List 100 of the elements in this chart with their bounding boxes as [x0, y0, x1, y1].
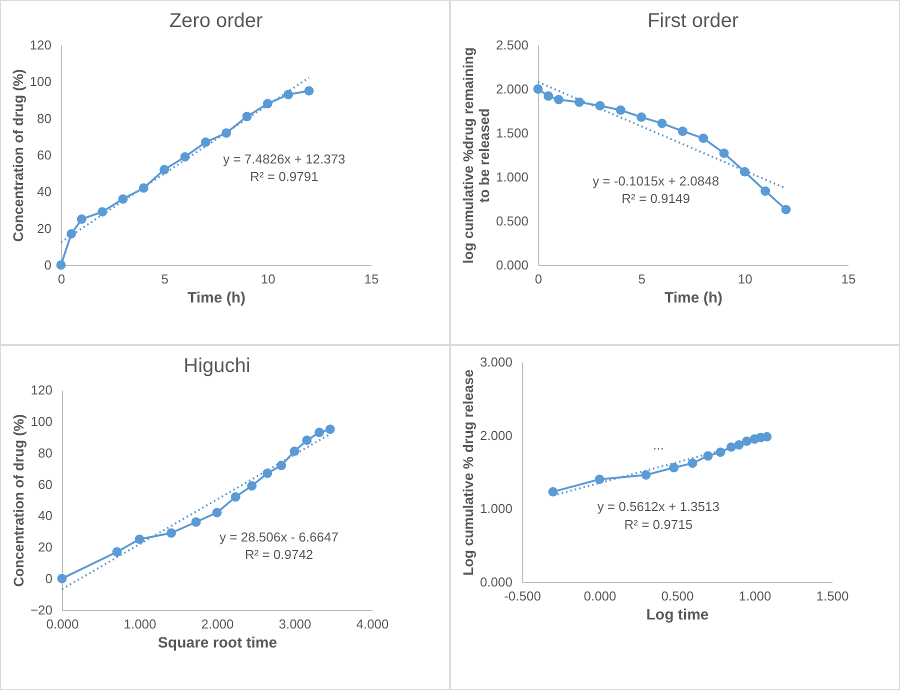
x-tick-label: 1.000 [124, 616, 156, 632]
annotation: R² = 0.9742 [244, 547, 314, 562]
y-tick-label: 20 [37, 220, 52, 236]
point [548, 487, 558, 497]
chart-title: First order [647, 10, 739, 32]
point [160, 164, 170, 174]
y-tick-label: 0 [44, 258, 52, 272]
y-tick-label: 1.000 [496, 170, 528, 184]
x-tick-label: 5 [161, 272, 168, 286]
x-tick-label: 5 [638, 272, 646, 286]
point [314, 428, 324, 438]
y-tick-label: 3.000 [480, 354, 512, 370]
y-tick-label: 20 [38, 540, 52, 555]
point [302, 436, 312, 446]
annotation: R² = 0.9791 [250, 169, 318, 184]
point [56, 260, 66, 270]
point [262, 98, 272, 108]
y-tick-label: 60 [37, 148, 52, 162]
point [134, 534, 144, 544]
annotation: y = 7.4826x + 12.373 [223, 151, 346, 166]
annotation: R² = 0.9149 [622, 191, 690, 206]
x-tick-label: 0.500 [661, 588, 694, 604]
y-axis-title: Log cumulative % drug release [460, 369, 476, 576]
point [616, 105, 626, 115]
y-tick-label: 120 [30, 382, 52, 398]
point [191, 517, 201, 527]
annotation: y = 0.5612x + 1.3513 [597, 499, 720, 514]
x-tick-label: 0 [58, 272, 66, 286]
chart-title: Higuchi [184, 355, 250, 377]
y-tick-label: 100 [30, 74, 52, 90]
y-axis-title: Concentration of drug (%) [10, 69, 26, 242]
y-tick-label: 60 [38, 476, 52, 492]
x-tick-label: 15 [364, 272, 379, 286]
point [76, 214, 86, 224]
point [166, 528, 176, 538]
point [533, 84, 543, 94]
point [544, 91, 554, 101]
annotation: y = -0.1015x + 2.0848 [592, 173, 720, 188]
y-tick-label: 0.500 [496, 214, 528, 228]
x-axis-title: Time (h) [664, 290, 723, 306]
point [98, 207, 108, 217]
point [678, 126, 688, 136]
point [118, 194, 128, 204]
x-tick-label: 1.500 [816, 588, 849, 604]
x-tick-label: 4.000 [356, 616, 389, 632]
x-tick-label: 10 [738, 272, 752, 286]
x-tick-label: 0 [534, 272, 542, 286]
x-tick-label: 10 [260, 272, 276, 286]
y-tick-label: 2.000 [496, 82, 528, 96]
point [276, 460, 286, 470]
x-tick-label: 2.000 [201, 616, 234, 632]
point [669, 462, 679, 472]
x-tick-label: 3.000 [278, 616, 312, 632]
point [325, 424, 335, 434]
y-tick-label: 1.000 [480, 501, 512, 516]
y-tick-label: 80 [38, 445, 52, 460]
point [760, 186, 770, 196]
annotation: y = 28.506x - 6.6647 [220, 529, 338, 544]
x-axis-title: Log time [646, 606, 709, 624]
x-tick-label: 1.000 [738, 588, 772, 604]
y-tick-label: 2.000 [480, 428, 512, 443]
point [262, 468, 272, 478]
annotation: R² = 0.9715 [624, 516, 693, 532]
point [641, 470, 651, 480]
point [112, 547, 122, 557]
y-tick-label: 40 [38, 508, 52, 524]
annotation: ... [652, 438, 664, 453]
y-tick-label: 2.500 [496, 38, 528, 52]
point [304, 86, 314, 96]
x-axis-title: Time (h) [187, 290, 246, 306]
point [574, 97, 584, 107]
point [247, 481, 257, 491]
point [57, 574, 67, 584]
chart-title: Zero order [169, 10, 264, 32]
y-tick-label: 0.000 [496, 258, 528, 272]
point [284, 90, 294, 100]
point [762, 432, 772, 442]
point [719, 148, 729, 158]
point [290, 446, 300, 456]
point [657, 118, 667, 128]
point [698, 134, 708, 144]
y-tick-label: 0.000 [480, 574, 512, 590]
y-tick-label: 120 [30, 38, 52, 52]
y-tick-label: 100 [30, 414, 52, 429]
y-axis-title: Concentration of drug (%) [10, 414, 26, 587]
point [200, 137, 210, 147]
y-tick-label: 40 [37, 184, 52, 200]
x-tick-label: 0.000 [584, 588, 616, 604]
x-axis-title: Square root time [158, 634, 278, 652]
y-tick-label: −20 [30, 602, 52, 618]
y-tick-label: 1.500 [496, 126, 528, 140]
y-axis-title: log cumulative %drug remaining to be released [460, 47, 492, 264]
point [594, 474, 604, 484]
point [212, 508, 222, 518]
point [636, 112, 646, 122]
y-tick-label: 80 [37, 110, 52, 126]
point [688, 458, 698, 468]
point [554, 94, 564, 104]
x-tick-label: 15 [841, 272, 856, 286]
x-tick-label: -0.500 [504, 588, 541, 604]
